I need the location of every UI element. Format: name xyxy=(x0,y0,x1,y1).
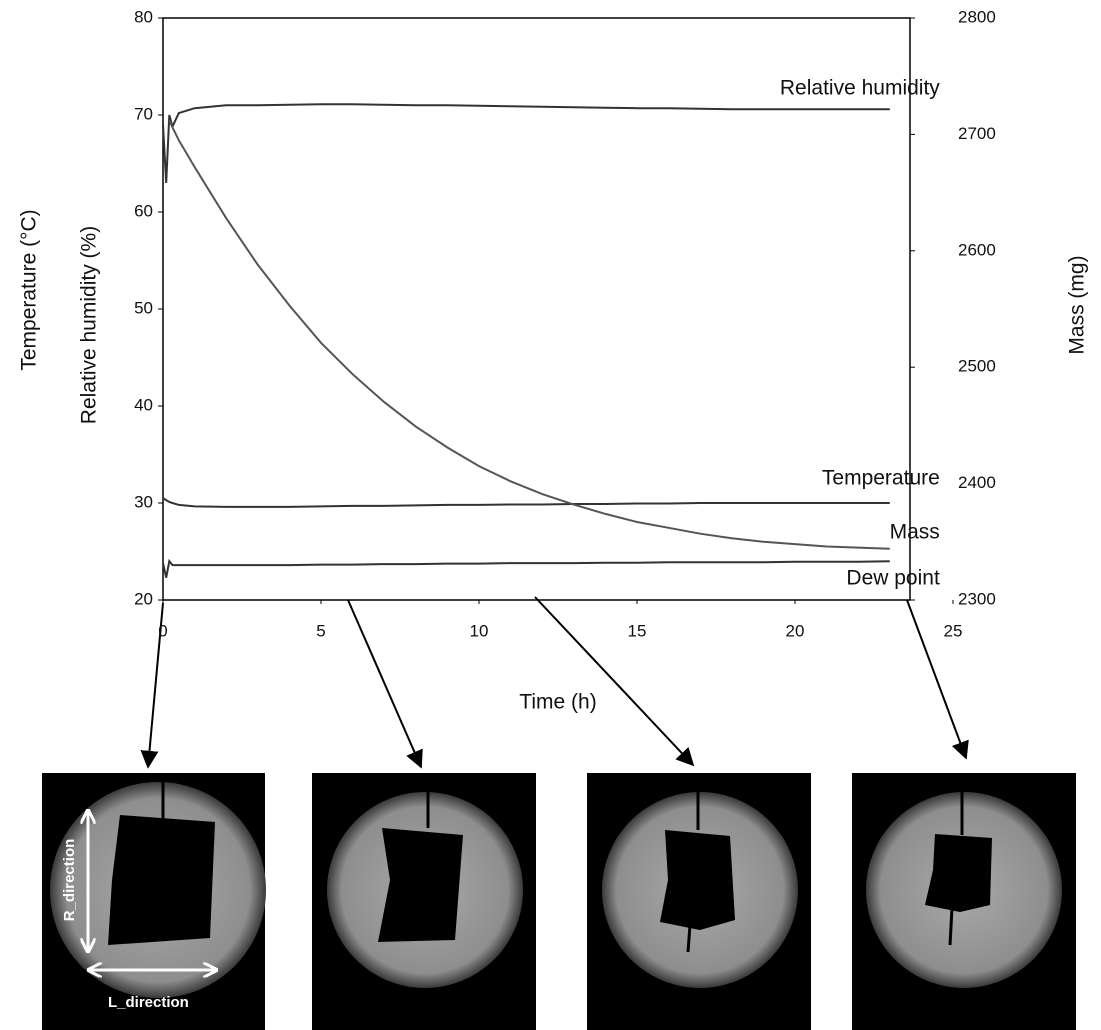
y-tick-label: 60 xyxy=(134,201,153,220)
x-axis-title: Time (h) xyxy=(519,691,596,714)
x-tick-label: 0 xyxy=(158,621,167,640)
photo: R_direction L_direction xyxy=(42,773,266,1030)
y2-tick-label: 2700 xyxy=(958,124,996,143)
x-tick-label: 15 xyxy=(628,621,647,640)
photo xyxy=(312,773,536,1030)
photo xyxy=(852,773,1076,1030)
y2-tick-label: 2300 xyxy=(958,589,996,608)
series-line xyxy=(162,558,890,578)
arrows xyxy=(140,596,969,769)
y-tick-label: 20 xyxy=(134,589,153,608)
photo xyxy=(587,773,811,1030)
y-axis-title: Temperature (°C) xyxy=(18,209,41,370)
x-tick-label: 10 xyxy=(470,621,489,640)
y-tick-label: 80 xyxy=(134,7,153,26)
y-tick-label: 50 xyxy=(134,298,153,317)
y-tick-label: 70 xyxy=(134,104,153,123)
x-tick-label: 5 xyxy=(316,621,325,640)
y2-tick-label: 2400 xyxy=(958,473,996,492)
series-label: Temperature xyxy=(822,467,940,490)
x-tick-label: 25 xyxy=(944,621,963,640)
series-line xyxy=(162,103,890,183)
y2-tick-label: 2800 xyxy=(958,7,996,26)
series-line xyxy=(168,119,890,550)
y-tick-label: 30 xyxy=(134,492,153,511)
y2-tick-label: 2500 xyxy=(958,357,996,376)
series-line xyxy=(162,497,890,508)
series-label: Mass xyxy=(890,520,940,543)
series-label: Dew point xyxy=(846,567,940,590)
y2-tick-label: 2600 xyxy=(958,240,996,259)
x-tick-label: 20 xyxy=(786,621,805,640)
y-tick-label: 40 xyxy=(134,395,153,414)
photo-label: R_direction xyxy=(61,839,78,922)
series-label: Relative humidity xyxy=(780,77,940,100)
y-axis-title: Relative humidity (%) xyxy=(78,226,101,424)
y2-axis-title: Mass (mg) xyxy=(1066,255,1089,354)
photo-label: L_direction xyxy=(108,994,189,1011)
